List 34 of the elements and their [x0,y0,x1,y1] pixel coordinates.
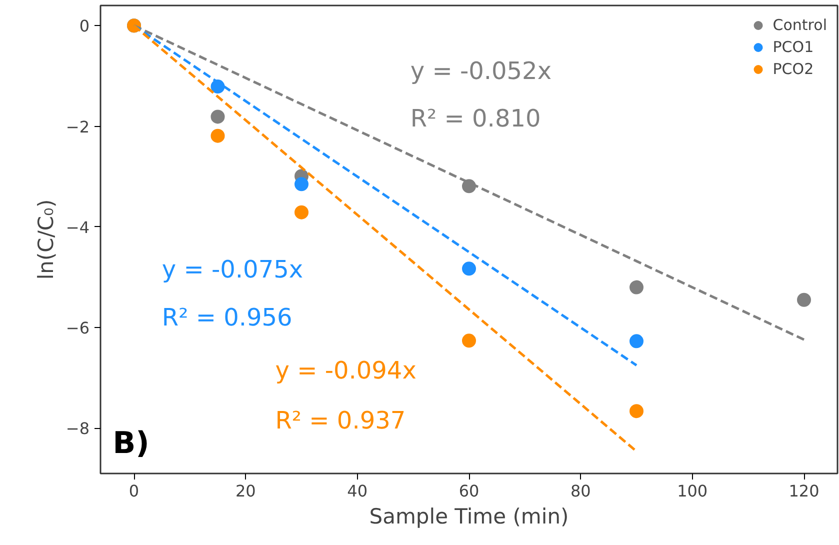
annotation: B) [112,426,150,461]
legend-label: PCO1 [772,38,814,56]
annotation: y = -0.052x [410,56,552,85]
x-axis-title: Sample Time (min) [369,504,569,528]
point [210,128,225,143]
x-tick-label: 40 [347,482,368,500]
point [294,205,308,220]
point [210,110,225,124]
point [630,280,644,294]
legend-label: PCO2 [772,60,814,78]
annotation: R² = 0.937 [275,406,406,435]
point [462,334,476,348]
x-tick-label: 100 [677,482,708,500]
y-tick-label: −8 [66,419,90,438]
annotation: y = -0.094x [275,356,416,384]
x-tick-label: 60 [458,482,480,500]
y-tick-label: −6 [66,318,90,338]
annotation: R² = 0.956 [162,304,292,332]
x-tick-label: 20 [235,482,256,500]
y-axis-title: ln(C/C₀) [34,199,58,280]
annotation: R² = 0.810 [410,104,541,133]
annotation: y = -0.075x [162,256,304,284]
point [462,262,476,276]
point [294,177,308,192]
y-tick-label: −4 [66,218,90,237]
y-tick-label: 0 [79,16,90,36]
point [630,334,644,348]
y-tick-label: −2 [66,117,90,136]
x-tick-label: 80 [570,482,591,500]
point [630,404,644,418]
x-tick-label: 120 [788,482,820,500]
point [797,292,811,307]
x-tick-label: 0 [128,482,140,500]
legend-label: Control [772,16,827,34]
